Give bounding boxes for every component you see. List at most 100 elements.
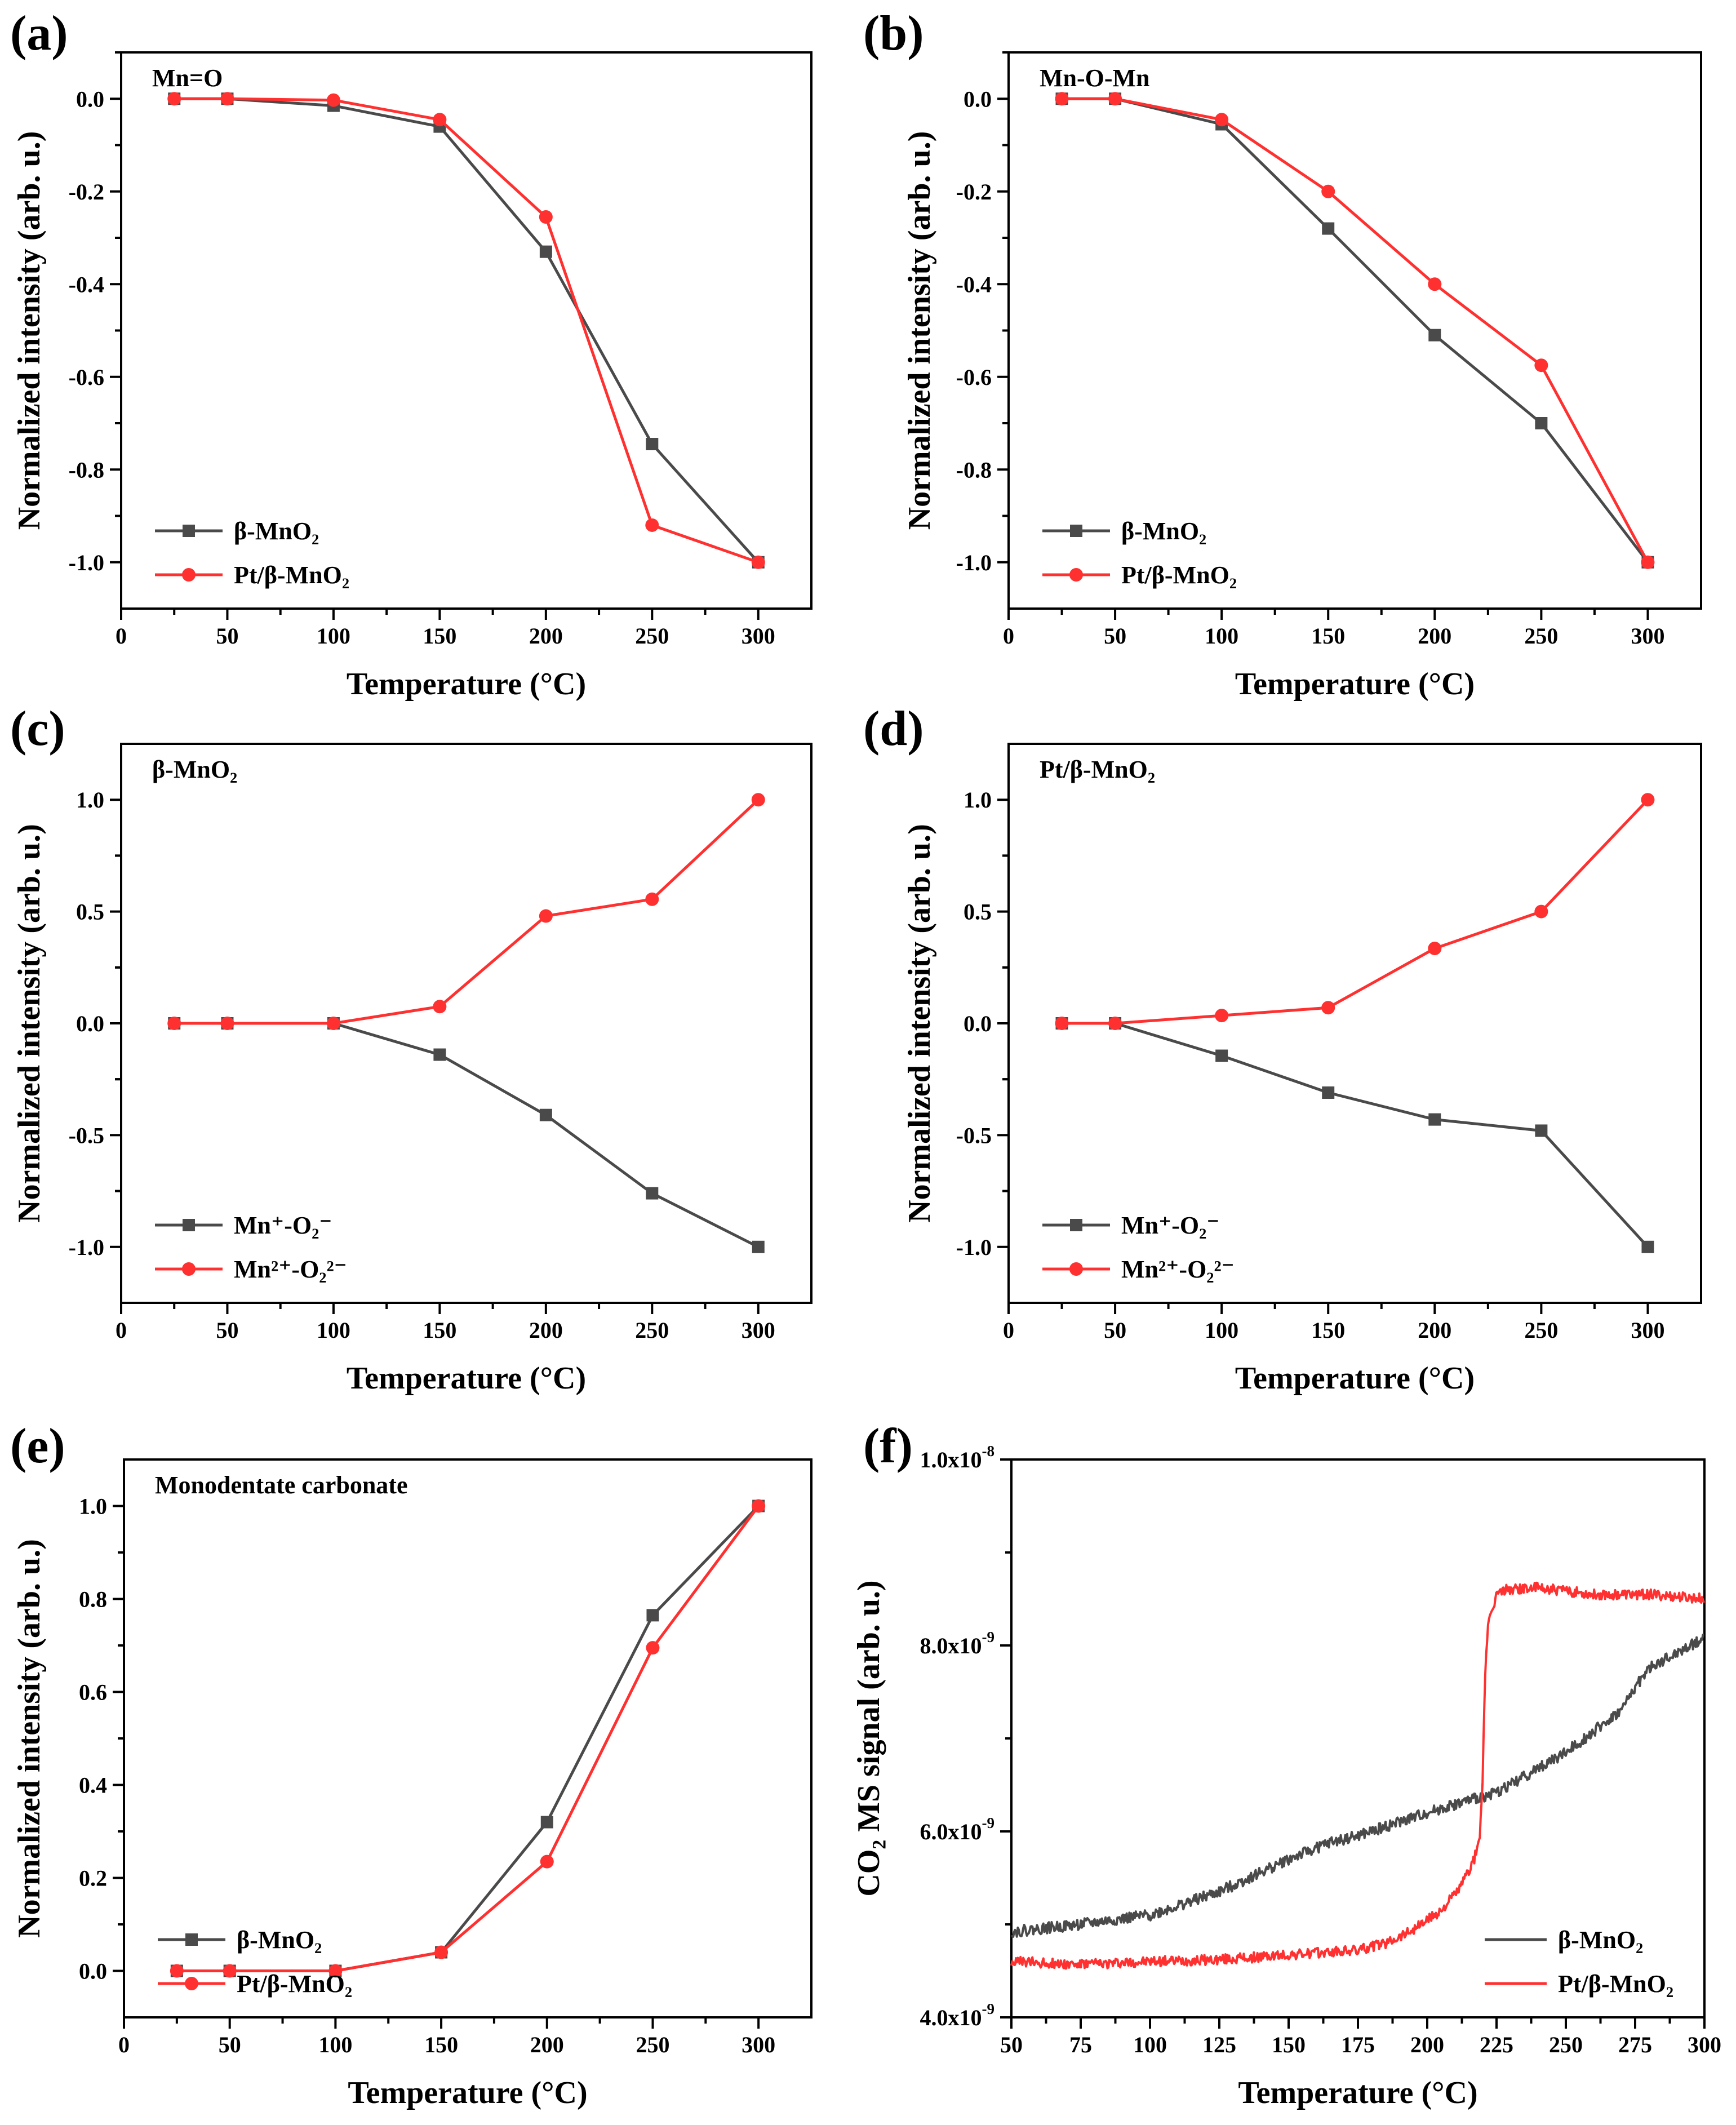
series-line: [176, 1505, 760, 1972]
x-tick-label: 300: [1631, 1317, 1664, 1343]
x-tick-label: 150: [424, 2032, 458, 2057]
x-tick-label: 100: [318, 2032, 352, 2057]
data-point: [167, 92, 181, 106]
x-tick-label: 0: [116, 1317, 127, 1343]
y-tick-label: -0.5: [956, 1123, 992, 1148]
data-point: [1321, 1001, 1335, 1015]
x-tick-label: 250: [636, 2032, 669, 2057]
y-tick-label: 0.0: [76, 86, 104, 112]
data-point: [1215, 1009, 1229, 1023]
data-point: [751, 793, 765, 807]
x-tick-label: 250: [1549, 2032, 1583, 2057]
series-line: [1010, 1581, 1706, 1970]
panel-f: (f) 50 75 100 125 150 175 200 225 250 275 300 4.0x10…: [851, 1419, 1721, 2110]
y-tick-label: -1.0: [956, 550, 992, 575]
y-axis-title: Normalized intensity (arb. u.): [902, 824, 937, 1223]
data-point: [1322, 1086, 1335, 1099]
legend-label: β-MnO₂: [234, 517, 319, 545]
x-tick-label: 50: [1104, 623, 1126, 649]
y-tick-label: -0.2: [956, 179, 992, 205]
x-tick-label: 200: [1410, 2032, 1444, 2057]
x-axis-title: Temperature (°C): [347, 667, 586, 702]
x-axis-title: Temperature (°C): [347, 1361, 586, 1396]
panel-c: (c) 0 50 100 150 200 250 300 1.0 0.5 0.0 -0.5 -1.0 Te…: [10, 702, 812, 1396]
y-tick-label: -0.8: [956, 457, 992, 482]
x-tick-label: 0: [116, 623, 127, 649]
y-axis-title: CO₂ MS signal (arb. u.): [851, 1580, 886, 1896]
y-tick-label: 0.0: [76, 1011, 104, 1036]
y-tick-label: -0.6: [956, 365, 992, 390]
series-0: [1011, 1633, 1704, 1938]
data-point: [646, 1641, 660, 1655]
x-axis-title: Temperature (°C): [1235, 1361, 1475, 1396]
y-tick-label: 4.0x10-9: [920, 2000, 995, 2030]
y-tick-label: -1.0: [69, 550, 104, 575]
legend-label: β-MnO₂: [237, 1926, 322, 1954]
panel-letter: (e): [10, 1419, 65, 1474]
data-point: [645, 892, 659, 906]
legend-label: Pt/β-MnO₂: [237, 1970, 352, 1998]
x-axis-title: Temperature (°C): [1238, 2075, 1477, 2110]
legend-entry-1: Pt/β-MnO₂: [1042, 561, 1237, 589]
legend-entry-1: Pt/β-MnO₂: [158, 1970, 352, 1998]
x-tick-label: 300: [742, 1317, 775, 1343]
panel-inset-label: Pt/β-MnO₂: [1040, 756, 1155, 783]
legend-label: β-MnO₂: [1121, 517, 1206, 545]
legend-entry-0: β-MnO₂: [1042, 517, 1206, 545]
data-point: [1641, 555, 1655, 569]
x-tick-label: 250: [635, 623, 669, 649]
plot-frame: [120, 51, 812, 610]
series-0: [170, 1500, 765, 1977]
data-point: [433, 1048, 446, 1061]
series-line: [174, 97, 760, 564]
legend-marker: [182, 568, 196, 582]
x-tick-label: 0: [1003, 623, 1014, 649]
x-tick-label: 150: [1272, 2032, 1306, 2057]
legend-label: Pt/β-MnO₂: [1558, 1970, 1673, 1998]
data-point: [646, 1609, 659, 1622]
x-tick-label: 100: [317, 1317, 350, 1343]
data-point: [1215, 113, 1229, 127]
legend-label: Mn²⁺-O₂²⁻: [1121, 1256, 1235, 1283]
legend-marker: [1070, 525, 1082, 537]
y-tick-label: 0.0: [79, 1959, 107, 1984]
x-tick-label: 50: [216, 1317, 238, 1343]
data-point: [1055, 1017, 1069, 1030]
y-tick-label: 0.6: [79, 1680, 107, 1705]
panel-letter: (b): [863, 6, 924, 61]
y-tick-label: 1.0: [964, 787, 992, 813]
data-point: [751, 555, 765, 569]
series-1: [1055, 793, 1655, 1030]
series-1: [1010, 1581, 1706, 1970]
series-line: [1062, 798, 1649, 1025]
y-axis-title: Normalized intensity (arb. u.): [12, 824, 47, 1223]
data-point: [539, 909, 553, 923]
data-point: [1428, 329, 1441, 341]
series-1: [170, 1499, 766, 1978]
y-tick-label: 0.0: [964, 86, 992, 112]
x-tick-label: 175: [1341, 2032, 1375, 2057]
x-tick-label: 75: [1069, 2032, 1092, 2057]
data-point: [539, 245, 552, 258]
y-axis-title: Normalized intensity (arb. u.): [902, 131, 937, 530]
legend-entry-1: Mn²⁺-O₂²⁻: [1042, 1256, 1235, 1283]
y-tick-label: 1.0: [76, 787, 104, 813]
data-point: [220, 92, 234, 106]
y-axis-title: Normalized intensity (arb. u.): [12, 1539, 47, 1938]
x-tick-label: 0: [118, 2032, 130, 2057]
panel-d: (d) 0 50 100 150 200 250 300 1.0 0.5 0.0 -0.5 -1.0 Te…: [863, 702, 1702, 1396]
data-point: [328, 1964, 343, 1978]
y-tick-label: 1.0x10-8: [920, 1443, 995, 1472]
legend-entry-0: β-MnO₂: [158, 1926, 322, 1954]
x-tick-label: 200: [529, 623, 563, 649]
data-point: [646, 438, 659, 451]
x-tick-label: 300: [742, 623, 775, 649]
legend-entry-0: β-MnO₂: [1485, 1926, 1643, 1954]
legend-entry-1: Pt/β-MnO₂: [1485, 1970, 1673, 1998]
x-axis-title: Temperature (°C): [1235, 667, 1475, 702]
plot-frame: [123, 1458, 812, 2018]
panel-letter: (d): [863, 702, 924, 756]
data-point: [1322, 222, 1335, 235]
x-tick-label: 100: [317, 623, 350, 649]
